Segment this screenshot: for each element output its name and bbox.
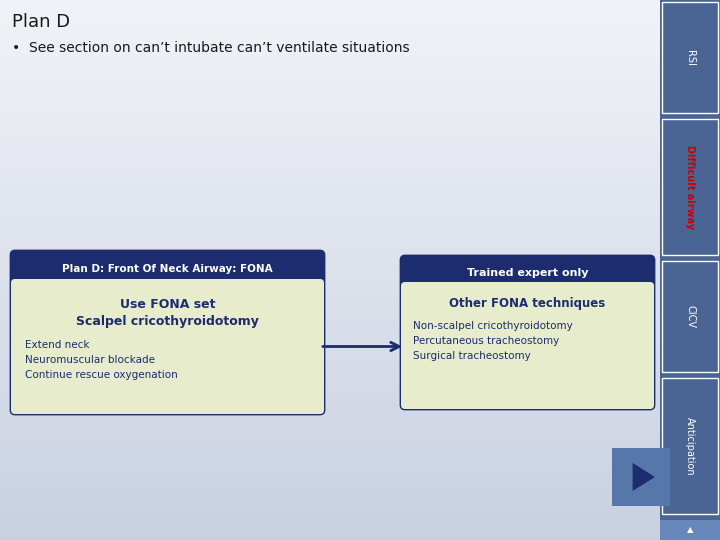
FancyBboxPatch shape (662, 119, 718, 255)
Text: Difficult airway: Difficult airway (685, 145, 695, 229)
Text: Continue rescue oxygenation: Continue rescue oxygenation (25, 370, 178, 380)
Text: Neuromuscular blockade: Neuromuscular blockade (25, 355, 155, 365)
FancyBboxPatch shape (662, 2, 718, 113)
Text: ▲: ▲ (687, 525, 693, 535)
FancyBboxPatch shape (660, 0, 720, 540)
Text: Plan D: Front Of Neck Airway: FONA: Plan D: Front Of Neck Airway: FONA (62, 264, 273, 274)
Text: Surgical tracheostomy: Surgical tracheostomy (413, 351, 531, 361)
Text: Non-scalpel cricothyroidotomy: Non-scalpel cricothyroidotomy (413, 321, 572, 331)
Text: Scalpel cricothyroidotomy: Scalpel cricothyroidotomy (76, 314, 259, 327)
Text: Plan D: Plan D (12, 13, 70, 31)
FancyBboxPatch shape (612, 448, 670, 506)
Text: Percutaneous tracheostomy: Percutaneous tracheostomy (413, 336, 559, 346)
Text: Trained expert only: Trained expert only (467, 268, 588, 278)
Text: Use FONA set: Use FONA set (120, 299, 215, 312)
FancyBboxPatch shape (662, 378, 718, 514)
FancyBboxPatch shape (660, 520, 720, 540)
Polygon shape (633, 463, 655, 491)
FancyBboxPatch shape (662, 261, 718, 372)
Text: Extend neck: Extend neck (25, 340, 89, 350)
Text: •  See section on can’t intubate can’t ventilate situations: • See section on can’t intubate can’t ve… (12, 41, 410, 55)
Text: RSI: RSI (685, 50, 695, 65)
Text: Anticipation: Anticipation (685, 417, 695, 475)
Text: Other FONA techniques: Other FONA techniques (449, 298, 606, 310)
FancyBboxPatch shape (401, 282, 654, 409)
Text: CICV: CICV (685, 305, 695, 328)
FancyBboxPatch shape (11, 279, 324, 414)
FancyBboxPatch shape (11, 251, 324, 414)
FancyBboxPatch shape (401, 256, 654, 409)
